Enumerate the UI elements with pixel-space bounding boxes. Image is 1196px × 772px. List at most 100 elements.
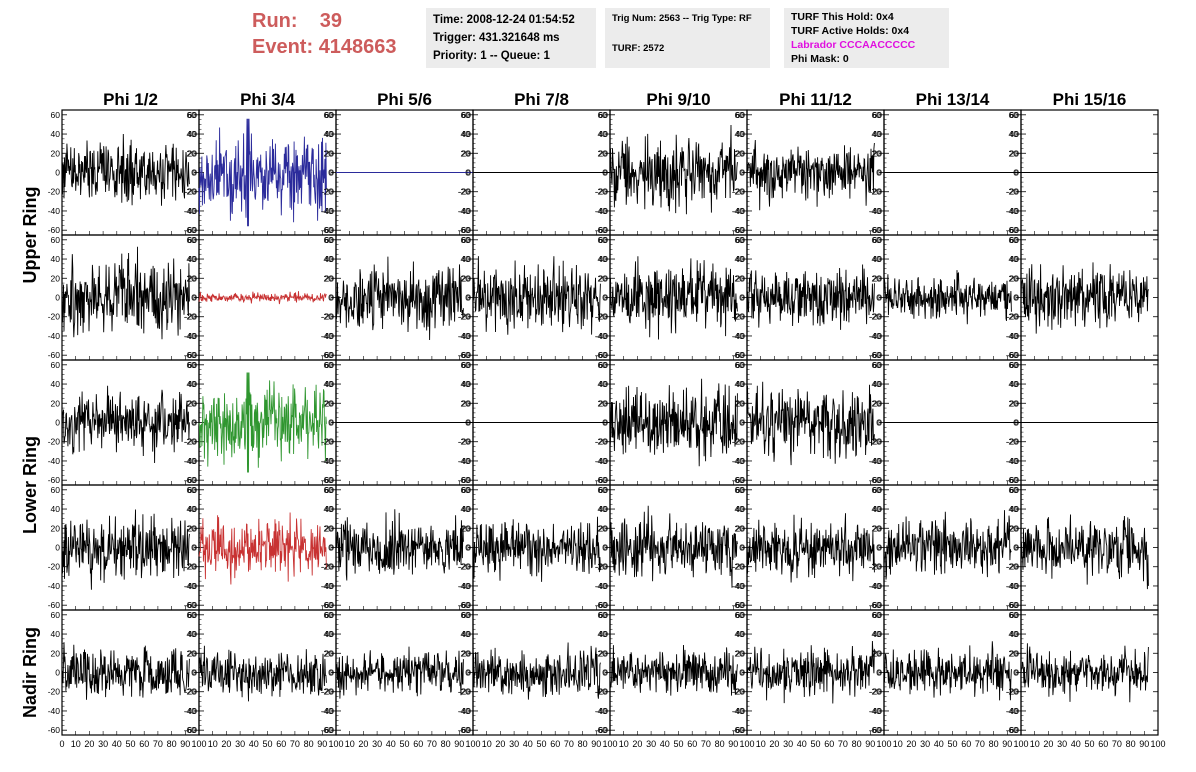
y-tick-label: 60 xyxy=(873,485,883,495)
y-tick-label: 20 xyxy=(599,648,609,658)
y-tick-label: 60 xyxy=(873,610,883,620)
x-tick-label: 10 xyxy=(893,739,903,749)
trigger-info-box: Trig Num: 2563 -- Trig Type: RF TURF: 25… xyxy=(605,8,770,68)
y-tick-label: -40 xyxy=(1006,581,1019,591)
y-tick-label: 60 xyxy=(461,360,471,370)
y-tick-label: 60 xyxy=(325,110,335,120)
y-tick-label: 60 xyxy=(735,485,745,495)
y-tick-label: 20 xyxy=(51,273,61,283)
y-tick-label: -40 xyxy=(48,206,61,216)
y-tick-label: 20 xyxy=(598,273,608,283)
y-tick-label: 60 xyxy=(736,610,746,620)
y-tick-label: 40 xyxy=(324,254,334,264)
y-tick-label: -20 xyxy=(1006,562,1019,572)
x-tick-label: 10 xyxy=(208,739,218,749)
x-tick-label: 10 xyxy=(345,739,355,749)
run-row: Run: 39 xyxy=(252,8,397,34)
y-tick-label: 40 xyxy=(598,504,608,514)
y-tick-label: -60 xyxy=(458,725,471,735)
y-tick-label: 20 xyxy=(736,398,746,408)
y-tick-label: 60 xyxy=(1009,235,1019,245)
ring-label: Upper Ring xyxy=(20,187,40,284)
y-tick-label: 40 xyxy=(188,254,198,264)
y-tick-label: 40 xyxy=(462,254,472,264)
y-tick-label: 60 xyxy=(735,110,745,120)
y-tick-label: -20 xyxy=(48,187,61,197)
y-tick-label: -40 xyxy=(870,706,883,716)
waveform-trace xyxy=(198,118,327,227)
y-tick-label: -20 xyxy=(321,437,334,447)
x-tick-label: 70 xyxy=(427,739,437,749)
y-tick-label: -40 xyxy=(732,331,745,341)
y-tick-label: 0 xyxy=(877,168,882,178)
y-tick-label: -40 xyxy=(184,331,197,341)
y-tick-label: 20 xyxy=(872,273,882,283)
x-tick-label: 90 xyxy=(865,739,875,749)
x-tick-label: 40 xyxy=(797,739,807,749)
y-tick-label: 20 xyxy=(872,148,882,158)
y-tick-label: -40 xyxy=(733,331,746,341)
y-tick-label: 60 xyxy=(736,485,746,495)
y-tick-label: 0 xyxy=(466,543,471,553)
y-tick-label: 40 xyxy=(461,504,471,514)
y-tick-label: -40 xyxy=(1006,206,1019,216)
x-tick-label: 20 xyxy=(221,739,231,749)
x-tick-label: 80 xyxy=(441,739,451,749)
y-tick-label: 20 xyxy=(187,148,197,158)
y-tick-label: 60 xyxy=(599,235,609,245)
y-tick-label: -40 xyxy=(459,706,472,716)
trig-line: Trig Num: 2563 -- Trig Type: RF xyxy=(612,13,752,24)
y-tick-label: 40 xyxy=(1009,629,1019,639)
y-tick-label: 60 xyxy=(598,360,608,370)
y-tick-label: 60 xyxy=(872,110,882,120)
y-tick-label: 0 xyxy=(1014,418,1019,428)
y-tick-label: 20 xyxy=(462,398,472,408)
y-tick-label: 0 xyxy=(192,543,197,553)
y-tick-label: 20 xyxy=(325,648,335,658)
waveform-trace xyxy=(746,513,875,583)
y-tick-label: 0 xyxy=(603,543,608,553)
y-tick-label: 40 xyxy=(598,379,608,389)
y-tick-label: -60 xyxy=(869,600,882,610)
y-tick-label: -20 xyxy=(321,187,334,197)
y-tick-label: -20 xyxy=(732,437,745,447)
waveform-trace xyxy=(335,509,464,581)
y-tick-label: -60 xyxy=(596,225,609,235)
waveform-trace xyxy=(883,510,1012,580)
y-tick-label: 60 xyxy=(872,235,882,245)
y-tick-label: 0 xyxy=(876,543,881,553)
y-tick-label: 20 xyxy=(873,398,883,408)
y-tick-label: 0 xyxy=(328,668,333,678)
y-tick-label: 0 xyxy=(329,168,334,178)
y-tick-label: -20 xyxy=(595,187,608,197)
y-tick-label: -60 xyxy=(48,725,61,735)
y-tick-label: -60 xyxy=(869,350,882,360)
y-tick-label: -40 xyxy=(595,456,608,466)
y-tick-label: -40 xyxy=(870,206,883,216)
y-tick-label: 40 xyxy=(325,254,335,264)
y-tick-label: -20 xyxy=(184,187,197,197)
y-tick-label: -40 xyxy=(459,331,472,341)
y-tick-label: -60 xyxy=(184,350,197,360)
y-tick-label: 40 xyxy=(51,254,61,264)
y-tick-label: 60 xyxy=(1009,360,1019,370)
y-tick-label: -40 xyxy=(322,331,335,341)
y-tick-label: -40 xyxy=(459,456,472,466)
y-tick-label: -60 xyxy=(459,475,472,485)
y-tick-label: 0 xyxy=(55,168,60,178)
y-tick-label: 60 xyxy=(872,485,882,495)
y-tick-label: 20 xyxy=(461,148,471,158)
y-tick-label: 20 xyxy=(461,523,471,533)
waveform-trace xyxy=(198,645,327,702)
waveform-trace xyxy=(609,256,738,340)
x-tick-label: 30 xyxy=(98,739,108,749)
waveform-trace xyxy=(883,641,1012,701)
y-tick-label: 60 xyxy=(462,235,472,245)
y-tick-label: -20 xyxy=(1006,312,1019,322)
y-tick-label: 0 xyxy=(329,418,334,428)
y-tick-label: 60 xyxy=(324,485,334,495)
y-tick-label: -40 xyxy=(733,206,746,216)
y-tick-label: 40 xyxy=(598,254,608,264)
y-tick-label: -60 xyxy=(459,350,472,360)
y-tick-label: -60 xyxy=(1006,600,1019,610)
